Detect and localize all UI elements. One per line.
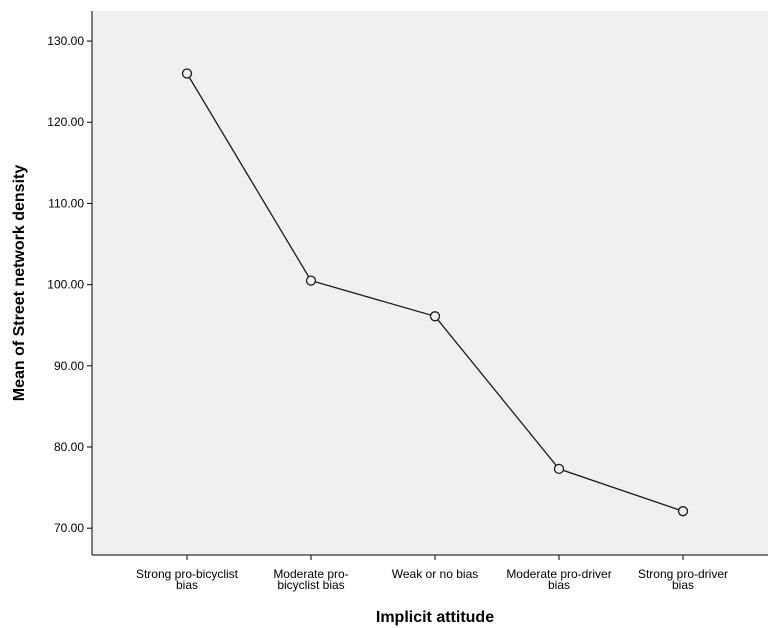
x-tick-label: Moderate pro-driver bias	[506, 567, 611, 592]
x-tick-label: Strong pro-bicyclist bias	[136, 567, 239, 592]
plot-area	[92, 11, 768, 555]
x-axis-title: Implicit attitude	[376, 609, 494, 626]
y-tick-label: 80.00	[54, 440, 84, 454]
x-tick-label: Moderate pro-bicyclist bias	[273, 567, 348, 592]
y-tick-label: 70.00	[54, 521, 84, 535]
y-tick-label: 110.00	[48, 196, 84, 210]
x-tick-label: Strong pro-driver bias	[638, 567, 728, 592]
y-axis: 70.00 80.00 90.00 100.00 110.00 120.00 130.00	[47, 11, 93, 555]
x-tick-label: Weak or no bias	[392, 567, 479, 581]
y-axis-title: Mean of Street network density	[11, 165, 28, 402]
x-axis: Strong pro-bicyclist bias Moderate pro-bic…	[92, 554, 768, 592]
data-point	[181, 68, 193, 79]
series-group	[181, 68, 689, 517]
data-point	[553, 463, 565, 475]
y-tick-label: 130.00	[47, 34, 84, 48]
y-tick-label: 100.00	[47, 278, 84, 292]
data-point	[429, 311, 441, 322]
data-point	[677, 506, 689, 517]
data-point	[305, 275, 317, 286]
y-tick-label: 90.00	[54, 359, 84, 373]
y-tick-label: 120.00	[47, 115, 84, 129]
